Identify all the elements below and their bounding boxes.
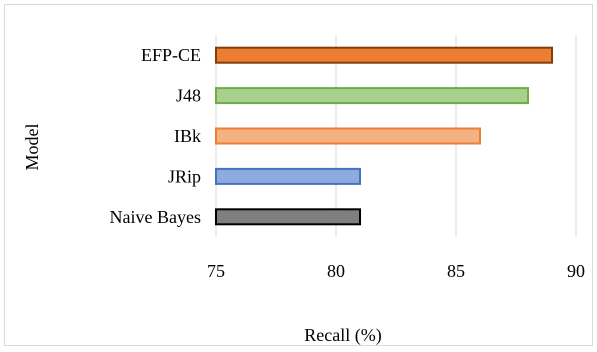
- x-tick-label-80: 80: [327, 261, 345, 281]
- category-label-j48: J48: [176, 86, 201, 106]
- bar-j48: [215, 87, 529, 105]
- category-label-efp-ce: EFP-CE: [141, 45, 201, 65]
- bar-efp-ce: [215, 46, 553, 64]
- x-tick-labels: 75 80 85 90: [207, 261, 585, 281]
- category-label-naive-bayes: Naive Bayes: [110, 207, 201, 227]
- y-axis-title: Model: [22, 124, 42, 171]
- x-tick-label-75: 75: [207, 261, 225, 281]
- x-axis-title: Recall (%): [304, 325, 381, 346]
- recall-bar-chart: EFP-CE J48 IBk JRip Naive Bayes 75 80 85 90 Rec…: [22, 35, 585, 346]
- category-label-ibk: IBk: [174, 126, 201, 146]
- chart-frame: EFP-CE J48 IBk JRip Naive Bayes 75 80 85 90 Rec…: [4, 4, 593, 346]
- bar-jrip: [215, 167, 361, 185]
- bar-ibk: [215, 127, 481, 145]
- bars: [215, 46, 553, 226]
- category-label-jrip: JRip: [168, 166, 201, 186]
- x-tick-label-85: 85: [447, 261, 465, 281]
- category-labels: EFP-CE J48 IBk JRip Naive Bayes: [110, 45, 201, 227]
- bar-naive-bayes: [215, 208, 361, 226]
- x-tick-label-90: 90: [567, 261, 585, 281]
